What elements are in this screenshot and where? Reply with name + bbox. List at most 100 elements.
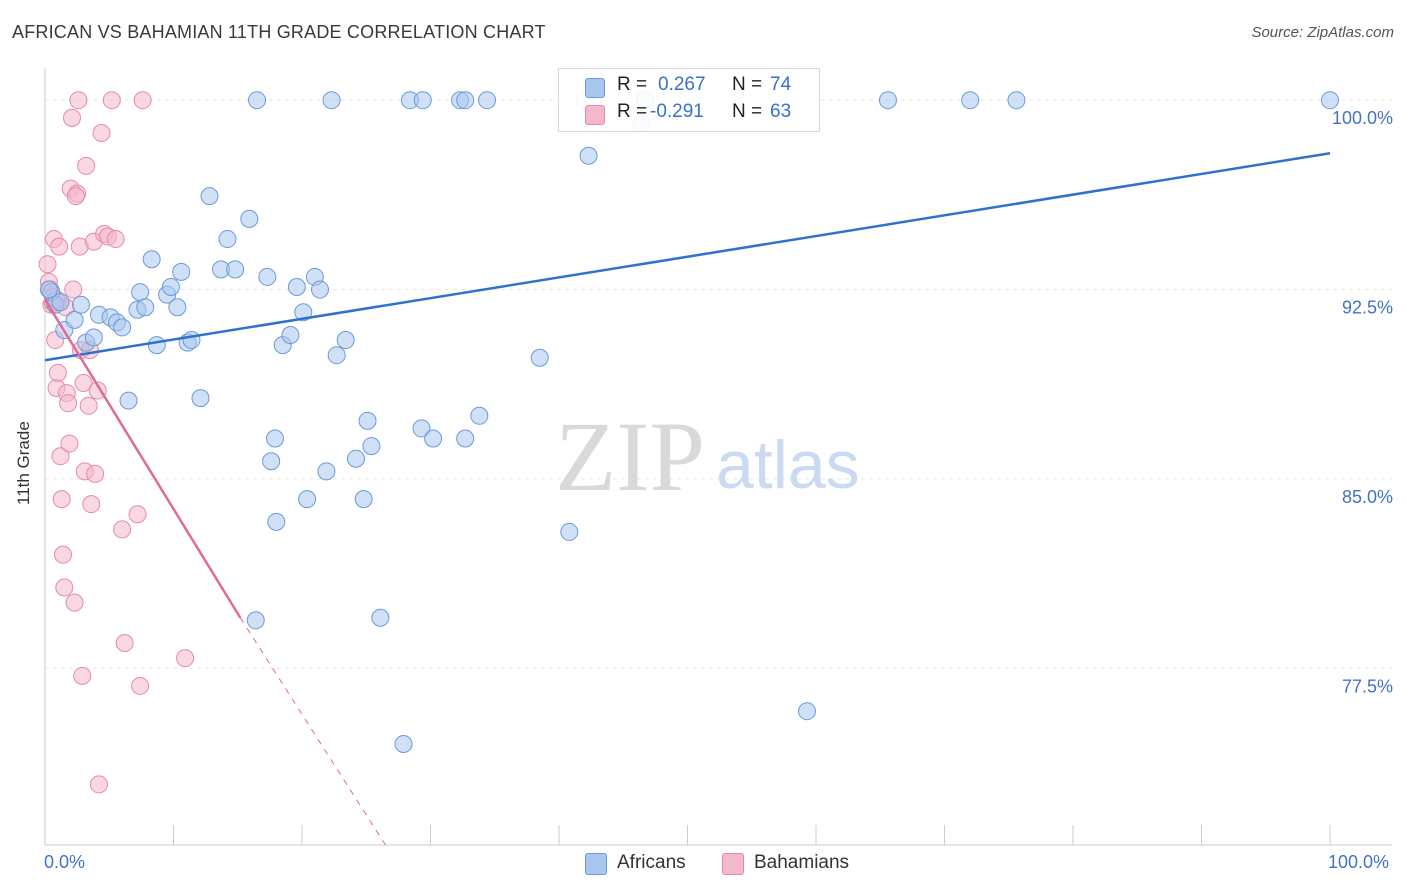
axes — [44, 68, 1392, 846]
african-point — [258, 267, 277, 286]
bahamian-point — [128, 505, 147, 524]
legend-swatch-bahamians — [722, 853, 744, 875]
african-point — [240, 209, 259, 228]
bahamian-point — [131, 676, 150, 695]
african-point — [161, 278, 180, 297]
watermark-zip: ZIP — [555, 401, 705, 512]
african-point — [200, 187, 219, 206]
bahamian-point — [88, 381, 107, 400]
bahamians-trend-line — [43, 298, 242, 619]
bahamian-point — [69, 91, 88, 110]
african-point — [147, 336, 166, 355]
bahamians-trend-extension — [239, 617, 386, 846]
african-point — [84, 328, 103, 347]
bahamian-point — [176, 649, 195, 668]
trend-lines — [43, 151, 1331, 846]
african-point — [267, 512, 286, 531]
bahamian-point — [82, 495, 101, 514]
african-point — [878, 91, 897, 110]
bahamian-point — [50, 237, 69, 256]
african-point — [281, 326, 300, 344]
african-point — [1321, 91, 1339, 110]
african-point — [266, 429, 285, 448]
bahamian-point — [64, 280, 83, 299]
african-point — [226, 260, 245, 279]
bahamians-points — [38, 91, 195, 794]
bahamian-point — [60, 434, 79, 453]
african-point — [287, 278, 306, 297]
african-point — [1007, 91, 1026, 110]
bahamian-point — [73, 666, 92, 685]
watermark-atlas: atlas — [716, 427, 860, 503]
african-point — [336, 331, 355, 350]
african-point — [310, 280, 329, 299]
african-point — [456, 91, 475, 110]
african-point — [182, 331, 201, 350]
bahamian-point — [77, 156, 96, 175]
source-label: Source: ZipAtlas.com — [1251, 24, 1394, 41]
bahamian-point — [79, 396, 98, 415]
n-label: N = — [732, 74, 763, 95]
bahamian-point — [106, 230, 125, 249]
bahamian-point — [38, 255, 57, 274]
bahamian-point — [62, 108, 81, 127]
african-point — [172, 262, 191, 281]
n-label: N = — [732, 101, 763, 122]
african-point — [358, 411, 377, 430]
african-point — [560, 522, 579, 541]
african-point — [362, 437, 381, 456]
african-point — [65, 310, 84, 329]
africans-points — [39, 91, 1339, 754]
chart-title: AFRICAN VS BAHAMIAN 11TH GRADE CORRELATI… — [12, 22, 546, 42]
african-point — [322, 91, 341, 110]
r-label: R = — [617, 74, 648, 95]
y-tick-label: 77.5% — [1342, 676, 1393, 696]
legend-label-africans: Africans — [617, 852, 686, 873]
african-point — [294, 303, 313, 322]
african-point — [456, 429, 475, 448]
african-point — [191, 389, 210, 408]
x-tick-label-min: 0.0% — [44, 852, 86, 872]
african-point — [71, 295, 90, 314]
n-value-africans: 74 — [770, 74, 792, 95]
bahamian-point — [59, 394, 78, 413]
bahamian-point — [66, 187, 85, 206]
y-tick-label: 100.0% — [1332, 108, 1393, 128]
watermark: ZIP atlas — [555, 401, 860, 512]
african-point — [262, 452, 281, 471]
african-point — [51, 293, 70, 312]
african-point — [168, 298, 187, 317]
african-point — [530, 348, 549, 367]
r-value-bahamians: -0.291 — [650, 101, 704, 122]
bahamian-point — [53, 545, 72, 564]
bahamian-point — [52, 490, 71, 509]
african-point — [131, 283, 150, 302]
y-tick-label: 85.0% — [1342, 487, 1393, 507]
african-point — [424, 429, 443, 448]
african-point — [298, 490, 317, 509]
stats-box: R = 0.267 N = 74 R = -0.291 N = 63 — [558, 68, 820, 132]
african-point — [579, 146, 598, 165]
africans-trend-line — [44, 151, 1331, 362]
bahamian-point — [92, 124, 111, 143]
r-value-africans: 0.267 — [658, 74, 706, 95]
african-point — [248, 91, 267, 110]
y-tick-labels: 77.5% 85.0% 92.5% 100.0% — [1332, 108, 1393, 696]
y-tick-label: 92.5% — [1342, 298, 1393, 318]
bahamian-point — [133, 91, 152, 110]
african-point — [39, 280, 58, 299]
african-point — [218, 230, 237, 249]
bahamian-point — [86, 464, 105, 483]
bahamian-point — [48, 363, 67, 382]
x-tick-label-max: 100.0% — [1328, 852, 1390, 872]
african-point — [327, 346, 346, 365]
africans-swatch — [585, 78, 605, 98]
african-point — [412, 419, 431, 438]
african-point — [136, 298, 155, 317]
african-point — [142, 250, 161, 269]
bahamian-point — [102, 91, 121, 110]
african-point — [798, 702, 817, 721]
african-point — [478, 91, 497, 110]
r-label: R = — [617, 101, 648, 122]
